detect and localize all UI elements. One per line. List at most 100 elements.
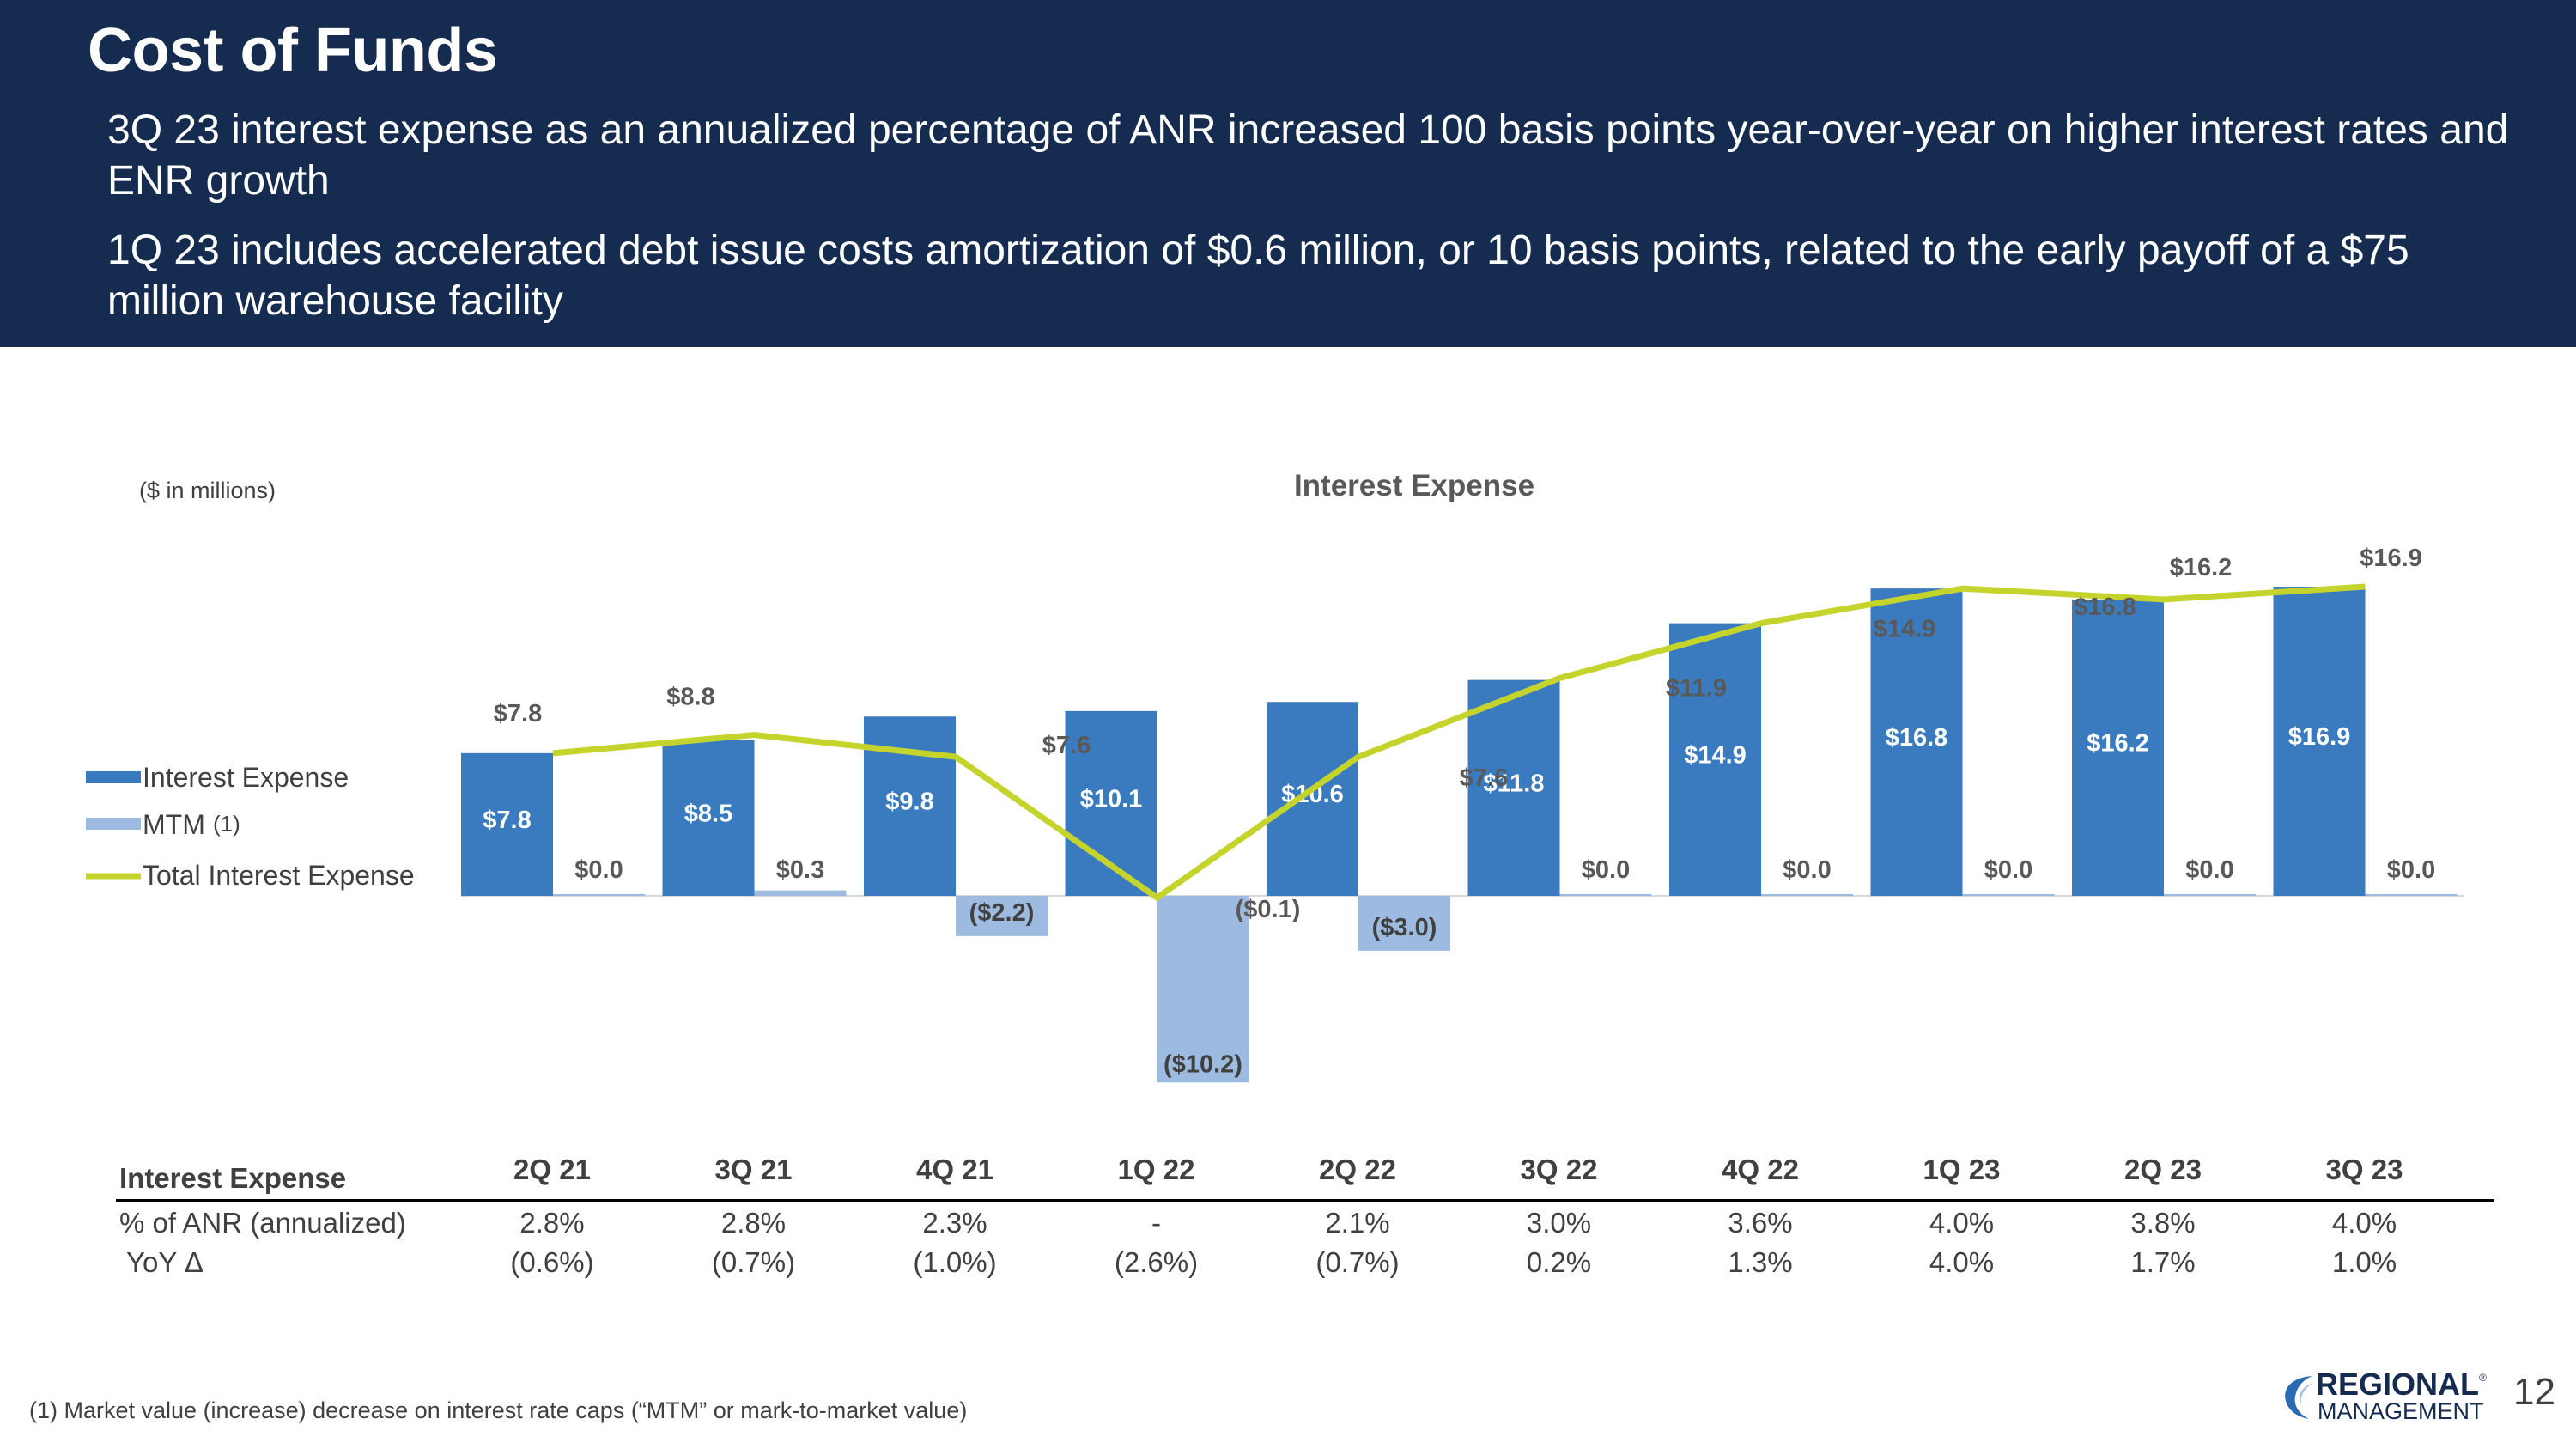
legend-label-interest-expense: Interest Expense [143, 762, 349, 793]
label-mtm: $0.0 [1783, 856, 1831, 884]
column-header: 3Q 22 [1520, 1154, 1598, 1185]
bar-interest-expense [1267, 702, 1358, 896]
label-interest-expense: $14.9 [1684, 741, 1747, 769]
chart-title: Interest Expense [1294, 469, 1534, 502]
legend-label-total: Total Interest Expense [143, 860, 415, 891]
logo-swoosh-inner-icon [2300, 1383, 2314, 1407]
label-interest-expense: $10.1 [1080, 785, 1143, 813]
cell-anr: 2.3% [922, 1207, 987, 1239]
bullet-1: 3Q 23 interest expense as an annualized … [107, 107, 2509, 204]
bullet-2: 1Q 23 includes accelerated debt issue co… [107, 228, 2409, 324]
bar-mtm [1761, 894, 1853, 896]
cell-anr: - [1151, 1207, 1161, 1239]
logo-swoosh-icon [2285, 1376, 2312, 1419]
cell-anr: 3.8% [2130, 1207, 2196, 1239]
bar-interest-expense [1467, 679, 1560, 896]
row-label-yoy: YoY Δ [126, 1246, 204, 1278]
column-header: 3Q 23 [2325, 1154, 2403, 1185]
footnote: (1) Market value (increase) decrease on … [29, 1397, 968, 1423]
bar-interest-expense [2072, 599, 2164, 896]
row-label-anr: % of ANR (annualized) [119, 1207, 406, 1239]
label-total-interest-expense: $14.9 [1874, 616, 1936, 643]
logo-line1: REGIONAL [2316, 1367, 2479, 1402]
cell-anr: 3.6% [1728, 1207, 1793, 1239]
column-header: 4Q 22 [1722, 1154, 1799, 1185]
label-total-interest-expense: $16.8 [2074, 594, 2136, 621]
label-mtm: ($10.2) [1163, 1050, 1242, 1078]
cell-yoy: 4.0% [1929, 1246, 1995, 1278]
bar-mtm [1559, 894, 1652, 896]
bar-mtm [754, 890, 847, 896]
column-header: 4Q 21 [916, 1154, 993, 1185]
cell-yoy: 0.2% [1526, 1246, 1592, 1278]
legend-label-mtm: MTM [143, 809, 205, 840]
label-interest-expense: $16.9 [2288, 723, 2351, 751]
label-mtm: $0.0 [1984, 856, 2032, 884]
label-mtm: ($2.2) [969, 899, 1035, 927]
bar-interest-expense [2273, 587, 2366, 896]
label-mtm: $0.0 [2387, 856, 2435, 884]
column-header: 1Q 23 [1923, 1154, 2001, 1185]
label-interest-expense: $9.8 [885, 788, 933, 816]
cell-yoy: 1.7% [2130, 1246, 2196, 1278]
cell-yoy: (0.7%) [711, 1246, 796, 1278]
cell-anr: 2.8% [519, 1207, 585, 1239]
page-title: Cost of Funds [88, 16, 498, 85]
cell-yoy: (1.0%) [913, 1246, 997, 1278]
label-mtm: $0.0 [1582, 856, 1630, 884]
label-interest-expense: $11.8 [1484, 770, 1545, 797]
bar-mtm [1358, 896, 1450, 951]
label-total-interest-expense: $7.8 [494, 700, 542, 728]
bar-mtm [553, 894, 645, 896]
logo-line2: MANAGEMENT [2318, 1398, 2484, 1424]
cell-yoy: (0.6%) [510, 1246, 594, 1278]
bar-interest-expense [461, 752, 553, 896]
column-header: 2Q 23 [2124, 1154, 2202, 1185]
table-divider [116, 1199, 2494, 1202]
label-mtm: $0.3 [776, 856, 824, 884]
bar-mtm [2164, 894, 2256, 896]
label-interest-expense: $16.2 [2087, 729, 2149, 757]
line-total-interest-expense [552, 583, 2366, 901]
label-total-interest-expense: $7.6 [1042, 732, 1091, 759]
bar-interest-expense [662, 740, 755, 896]
table-heading: Interest Expense [119, 1162, 347, 1194]
legend-swatch-mtm [86, 818, 141, 830]
label-interest-expense: $7.8 [483, 807, 531, 834]
label-total-interest-expense: $8.8 [666, 684, 714, 711]
page-number: 12 [2513, 1371, 2555, 1413]
legend-swatch-interest-expense [86, 771, 141, 783]
bar-interest-expense [1870, 588, 1963, 896]
cell-yoy: 1.3% [1728, 1246, 1793, 1278]
label-interest-expense: $8.5 [684, 800, 732, 827]
bar-mtm [1962, 894, 2055, 896]
label-total-interest-expense: ($0.1) [1236, 896, 1301, 923]
bar-mtm [2365, 894, 2458, 896]
header-banner: Cost of Funds 3Q 23 interest expense as … [0, 0, 2576, 347]
unit-note: ($ in millions) [139, 478, 276, 503]
label-mtm: ($3.0) [1372, 914, 1437, 941]
cell-anr: 2.1% [1325, 1207, 1390, 1239]
label-interest-expense: $16.8 [1886, 724, 1948, 752]
bar-mtm [1157, 896, 1249, 1083]
column-header: 2Q 21 [513, 1154, 591, 1185]
column-header: 3Q 21 [714, 1154, 793, 1185]
label-total-interest-expense: $11.9 [1666, 675, 1727, 703]
cell-anr: 4.0% [2331, 1207, 2397, 1239]
column-header: 2Q 22 [1319, 1154, 1396, 1185]
cell-yoy: (0.7%) [1315, 1246, 1400, 1278]
label-total-interest-expense: $16.2 [2170, 554, 2233, 581]
legend-note-mtm: (1) [213, 811, 240, 837]
cell-yoy: 1.0% [2331, 1246, 2397, 1278]
cell-anr: 3.0% [1526, 1207, 1592, 1239]
label-total-interest-expense: $16.9 [2360, 545, 2422, 572]
column-header: 1Q 22 [1117, 1154, 1195, 1185]
logo-trademark: ® [2479, 1372, 2487, 1384]
label-total-interest-expense: $7.6 [1460, 764, 1508, 792]
bar-mtm [956, 896, 1048, 936]
cell-anr: 4.0% [1929, 1207, 1995, 1239]
label-mtm: $0.0 [574, 856, 623, 884]
regional-management-logo: REGIONAL ® MANAGEMENT [2285, 1367, 2487, 1424]
label-mtm: $0.0 [2185, 856, 2233, 884]
